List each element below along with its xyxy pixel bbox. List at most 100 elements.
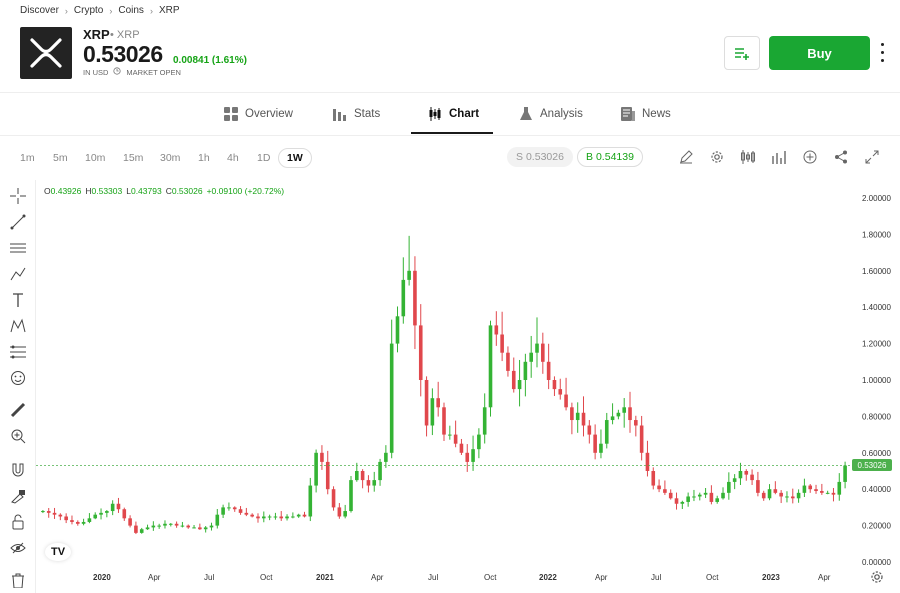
price-chart[interactable]: 2.00000 1.80000 1.60000 1.40000 1.20000 1.000… xyxy=(36,180,900,593)
timeframe-1d[interactable]: 1D xyxy=(257,152,271,164)
emoji-icon[interactable] xyxy=(8,368,28,388)
chart-settings-icon[interactable] xyxy=(870,570,884,584)
timeframe-30m[interactable]: 30m xyxy=(160,152,181,164)
candle-body xyxy=(87,518,92,522)
candle-body xyxy=(453,434,458,444)
more-options-icon[interactable] xyxy=(876,40,888,64)
tab-overview-label: Overview xyxy=(245,108,293,120)
clock-icon xyxy=(113,67,122,77)
x-tick-label: Jul xyxy=(428,573,438,582)
candle-body xyxy=(628,407,632,421)
market-status-label: MARKET OPEN xyxy=(126,67,181,77)
trash-icon[interactable] xyxy=(8,570,28,590)
timeframe-1w[interactable]: 1W xyxy=(278,148,312,168)
y-tick-label: 0.00000 xyxy=(862,558,891,567)
timeframe-10m[interactable]: 10m xyxy=(85,152,106,164)
candle-body xyxy=(198,527,202,530)
candle-body xyxy=(401,279,406,317)
text-tool-icon[interactable] xyxy=(8,290,28,310)
add-indicator-icon[interactable] xyxy=(801,148,819,166)
candle-body xyxy=(343,511,347,517)
candle-body xyxy=(523,361,528,380)
lock-icon[interactable] xyxy=(8,512,28,532)
timeframe-4h[interactable]: 4h xyxy=(227,152,239,164)
tradingview-logo[interactable]: TV xyxy=(45,543,71,561)
breadcrumb-discover[interactable]: Discover xyxy=(20,5,59,16)
timeframe-5m[interactable]: 5m xyxy=(53,152,68,164)
candle-body xyxy=(448,434,452,436)
tab-chart[interactable]: Chart xyxy=(428,93,479,135)
candle-body xyxy=(477,434,481,450)
xrp-logo xyxy=(20,27,72,79)
zoom-in-icon[interactable] xyxy=(8,426,28,446)
divider xyxy=(0,135,900,136)
pattern-icon[interactable] xyxy=(8,316,28,336)
candle-body xyxy=(186,525,191,528)
tab-stats[interactable]: Stats xyxy=(333,93,380,135)
brush-icon[interactable] xyxy=(8,264,28,284)
candle-body xyxy=(378,461,382,481)
horizontal-lines-icon[interactable] xyxy=(8,238,28,258)
tab-analysis-label: Analysis xyxy=(540,108,583,120)
sell-price-button[interactable]: S 0.53026 xyxy=(507,147,573,167)
timeframe-1m[interactable]: 1m xyxy=(20,152,35,164)
breadcrumb-crypto[interactable]: Crypto xyxy=(73,5,104,16)
candle-body xyxy=(442,407,446,435)
bar-chart-icon[interactable] xyxy=(770,148,788,166)
breadcrumb-coins[interactable]: Coins xyxy=(118,5,144,16)
eye-icon[interactable] xyxy=(8,538,28,558)
candle-body xyxy=(732,478,737,482)
crosshair-icon[interactable] xyxy=(8,186,28,206)
tab-analysis[interactable]: Analysis xyxy=(519,93,583,135)
ruler-icon[interactable] xyxy=(8,400,28,420)
fib-icon[interactable] xyxy=(8,342,28,362)
y-tick-label: 0.60000 xyxy=(862,449,891,458)
candle-body xyxy=(227,507,231,509)
candle-body xyxy=(686,496,690,502)
candle-body xyxy=(727,481,731,493)
open-value: 0.43926 xyxy=(50,186,82,196)
trend-line-icon[interactable] xyxy=(8,212,28,232)
lock-drawing-icon[interactable] xyxy=(8,486,28,506)
gear-icon[interactable] xyxy=(708,148,726,166)
open-label: O xyxy=(44,186,51,196)
share-icon[interactable] xyxy=(832,148,850,166)
add-to-watchlist-button[interactable] xyxy=(724,36,760,70)
candle-body xyxy=(593,434,597,453)
candle-body xyxy=(564,394,568,408)
high-label: H xyxy=(85,186,92,196)
candle-body xyxy=(157,525,161,527)
newspaper-icon xyxy=(621,107,635,121)
overview-grid-icon xyxy=(224,107,238,121)
watchlist-add-icon xyxy=(735,48,749,60)
timeframe-1h[interactable]: 1h xyxy=(198,152,210,164)
buy-button[interactable]: Buy xyxy=(769,36,870,70)
candle-body xyxy=(407,270,411,280)
y-tick-label: 1.40000 xyxy=(862,303,891,312)
candle-body xyxy=(587,425,592,435)
y-tick-label: 0.80000 xyxy=(862,412,891,421)
candle-body xyxy=(471,449,475,462)
tab-stats-label: Stats xyxy=(354,108,381,120)
x-tick-label: Apr xyxy=(148,573,161,582)
candle-style-icon[interactable] xyxy=(739,148,757,166)
y-tick-label: 1.00000 xyxy=(862,376,891,385)
candle-body xyxy=(221,507,225,515)
candle-body xyxy=(639,425,644,453)
candle-body xyxy=(122,509,127,519)
pencil-icon[interactable] xyxy=(677,148,695,166)
candle-body xyxy=(41,511,45,513)
fullscreen-icon[interactable] xyxy=(863,148,881,166)
candle-body xyxy=(46,511,51,513)
tab-bar: Overview Stats Chart Analysis News xyxy=(0,93,900,135)
tab-overview[interactable]: Overview xyxy=(224,93,293,135)
candle-body xyxy=(279,516,284,519)
magnet-icon[interactable] xyxy=(8,460,28,480)
candlestick-icon xyxy=(429,107,441,121)
candle-body xyxy=(581,412,586,426)
timeframe-15m[interactable]: 15m xyxy=(123,152,144,164)
candle-body xyxy=(384,452,388,462)
tab-news[interactable]: News xyxy=(621,93,671,135)
buy-price-button[interactable]: B 0.54139 xyxy=(577,147,643,167)
candle-body xyxy=(267,516,272,518)
